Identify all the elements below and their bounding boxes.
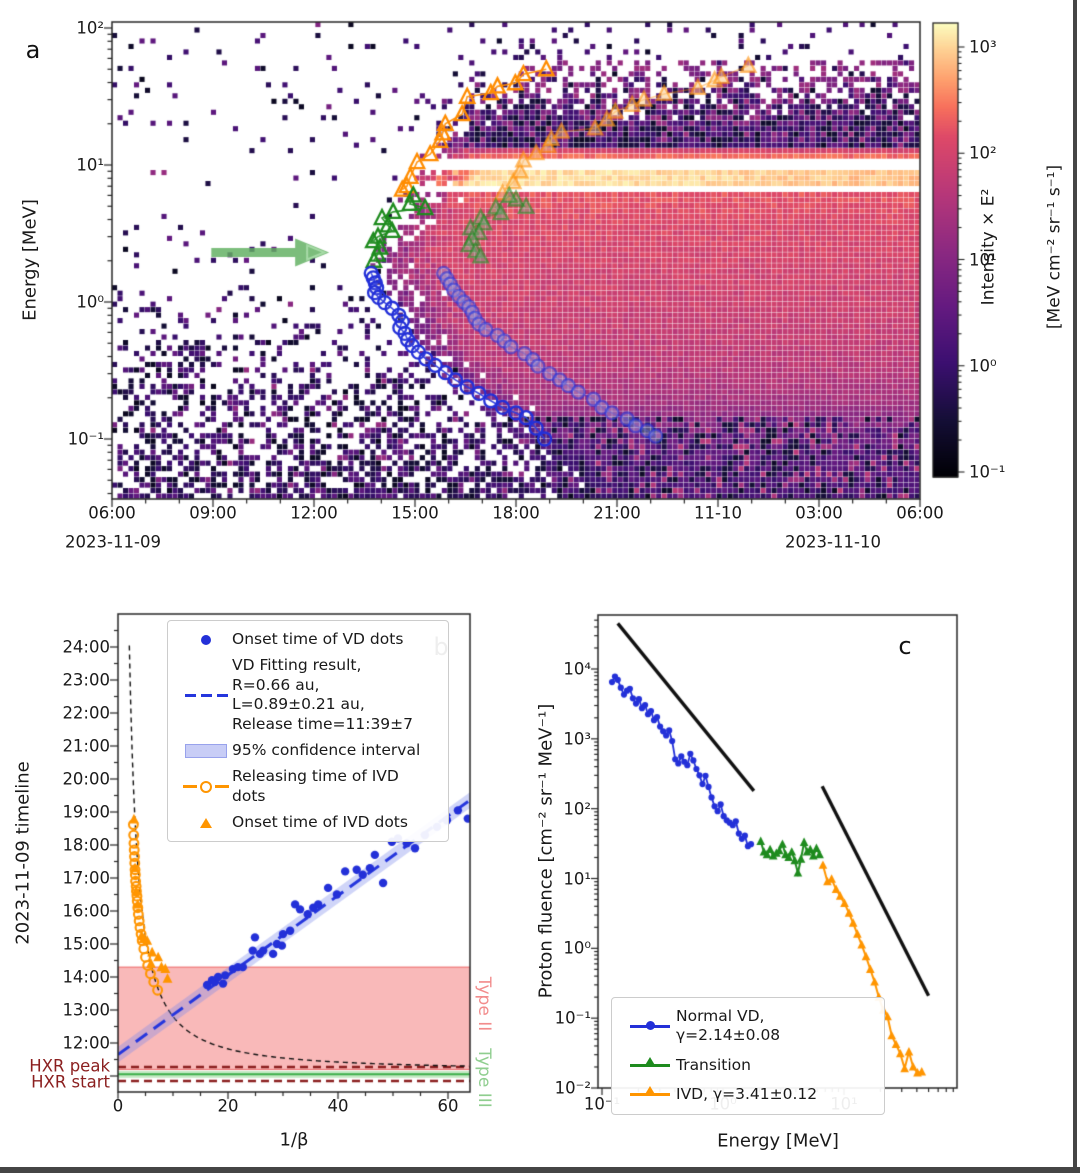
legend-c-entry: Transition bbox=[624, 1056, 872, 1075]
page-right-edge bbox=[1073, 0, 1077, 1173]
line-triangle-marker-icon bbox=[624, 1056, 676, 1067]
legend-c-entry-label: Transition bbox=[676, 1055, 751, 1074]
legend-c-entry: IVD, γ=3.41±0.12 bbox=[624, 1085, 872, 1104]
line-triangle-marker-icon bbox=[624, 1086, 676, 1097]
legend-b-entry: 95% confidence interval bbox=[180, 741, 436, 760]
legend-b-entry-label: 95% confidence interval bbox=[232, 740, 421, 759]
legend-b-entry-label: Onset time of IVD dots bbox=[232, 813, 408, 831]
legend-b-entry: Onset time of VD dots bbox=[180, 630, 436, 649]
legend-c-entry: Normal VD, γ=2.14±0.08 bbox=[624, 1007, 872, 1046]
legend-b-entry: Onset time of IVD dots bbox=[180, 813, 436, 832]
panel-c-legend: Normal VD, γ=2.14±0.08 Transition IVD, γ=3… bbox=[611, 997, 885, 1115]
dot-marker-icon bbox=[201, 634, 211, 645]
legend-c-entry-label: IVD, γ=3.41±0.12 bbox=[676, 1085, 818, 1104]
legend-c-entry-label: Normal VD, γ=2.14±0.08 bbox=[676, 1007, 781, 1045]
panel-b-legend: Onset time of VD dots VD Fitting result, … bbox=[167, 620, 449, 843]
legend-b-entry-label: VD Fitting result, R=0.66 au, L=0.89±0.2… bbox=[232, 656, 414, 733]
legend-b-entry-label: Onset time of VD dots bbox=[232, 630, 404, 648]
confidence-band-icon bbox=[185, 743, 227, 758]
triangle-marker-icon bbox=[200, 817, 212, 828]
legend-b-entry: Releasing time of IVD dots bbox=[180, 767, 436, 806]
legend-b-entry: VD Fitting result, R=0.66 au, L=0.89±0.2… bbox=[180, 656, 436, 734]
dashed-line-icon bbox=[180, 693, 232, 697]
page-bottom-edge bbox=[0, 1167, 1080, 1173]
dash-circle-line-icon bbox=[180, 780, 232, 793]
line-dot-marker-icon bbox=[624, 1021, 676, 1031]
legend-b-entry-label: Releasing time of IVD dots bbox=[232, 767, 399, 805]
